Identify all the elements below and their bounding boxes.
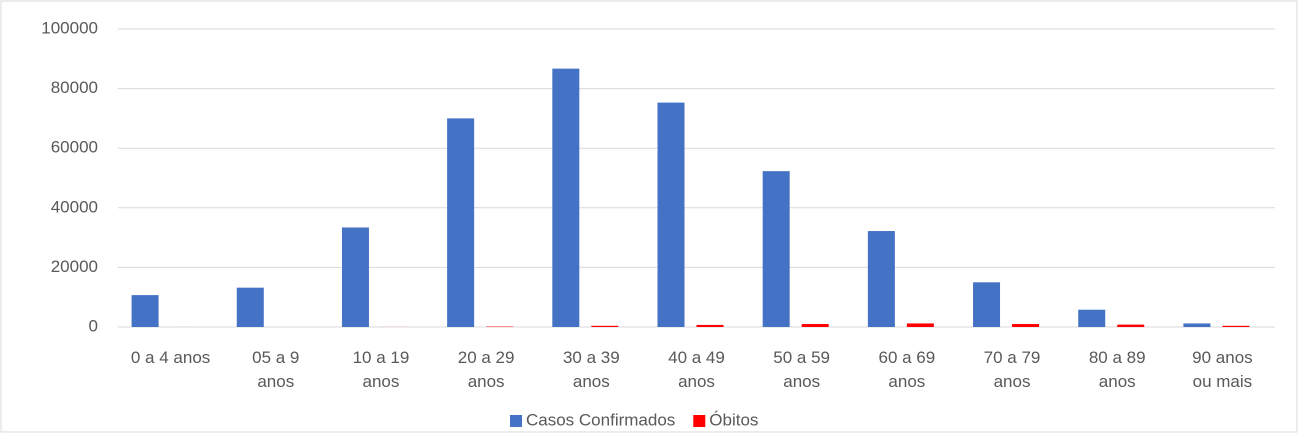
y-tick-label: 20000 (51, 257, 98, 276)
bar (236, 287, 264, 327)
bar (867, 231, 895, 327)
x-tick-label: 80 a 89 anos (1088, 348, 1146, 391)
bar (341, 227, 369, 327)
x-tick-label: 90 anos ou mais (1192, 348, 1253, 391)
bar (1117, 324, 1145, 327)
bar (1012, 324, 1040, 327)
bar (591, 325, 619, 327)
y-tick-label: 60000 (51, 138, 98, 157)
x-tick-label: 70 a 79 anos (983, 348, 1041, 391)
bar (973, 282, 1001, 327)
bar (1078, 309, 1106, 327)
y-tick-label: 0 (89, 316, 98, 335)
x-tick-label: 50 a 59 anos (773, 348, 831, 391)
bar (1183, 323, 1211, 327)
x-tick-label: 20 a 29 anos (457, 348, 515, 391)
bar (801, 324, 829, 327)
x-tick-label: 40 a 49 anos (668, 348, 725, 391)
y-tick-label: 100000 (41, 18, 98, 37)
bar (1222, 325, 1250, 327)
bar (657, 102, 685, 327)
bar (762, 171, 790, 327)
bar (552, 68, 580, 327)
x-tick-label: 0 a 4 anos (130, 348, 211, 367)
x-tick-label: 60 a 69 anos (878, 348, 936, 391)
bar (131, 295, 159, 327)
x-tick-label: 30 a 39 anos (562, 348, 620, 391)
legend-swatch (510, 415, 522, 427)
legend-swatch (693, 415, 706, 427)
bar (696, 324, 724, 327)
x-tick-label: 10 a 19 anos (352, 348, 410, 391)
legend-label: Casos Confirmados (526, 410, 675, 429)
bar (906, 323, 934, 327)
y-tick-label: 80000 (51, 78, 98, 97)
legend-label: Óbitos (709, 410, 758, 429)
y-tick-label: 40000 (51, 197, 98, 216)
x-tick-label: 05 a 9 anos (252, 348, 300, 391)
bar (447, 118, 475, 328)
